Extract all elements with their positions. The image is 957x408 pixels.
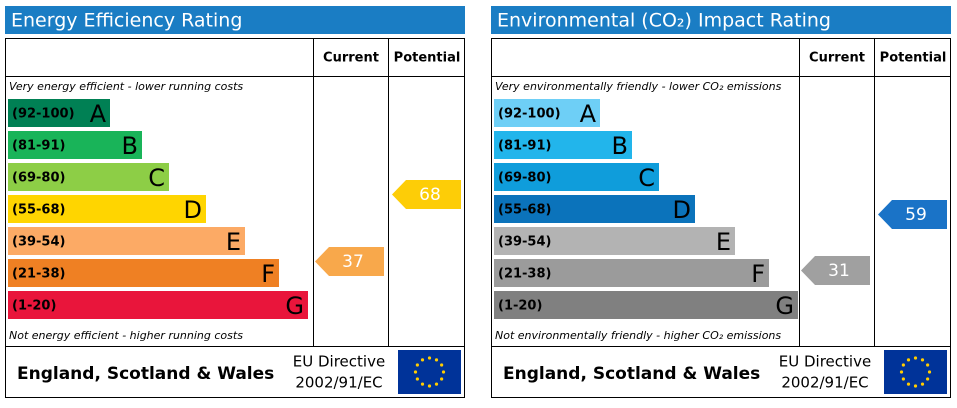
eu-star [434, 382, 439, 386]
eu-star [901, 377, 905, 381]
footer-region: England, Scotland & Wales [17, 364, 274, 384]
band [8, 291, 308, 319]
eu-star [913, 356, 918, 360]
eu-star [441, 370, 446, 374]
band [8, 163, 169, 191]
band-letter: F [261, 260, 275, 288]
band-letter: G [775, 292, 794, 320]
eu-star [420, 358, 425, 362]
title-bar [5, 6, 465, 34]
band-letter: G [285, 292, 304, 320]
rating-value: 37 [342, 252, 364, 272]
band-range: (39-54) [498, 235, 551, 250]
band [494, 99, 600, 127]
footer-directive: EU Directive [293, 353, 385, 371]
frame [5, 38, 465, 398]
column-header: Potential [880, 51, 947, 66]
eu-star [899, 370, 904, 374]
band-range: (92-100) [498, 107, 561, 122]
eu-star [913, 384, 918, 388]
eu-star [420, 382, 425, 386]
band-range: (55-68) [12, 203, 65, 218]
band [8, 227, 245, 255]
band-range: (21-38) [498, 267, 551, 282]
band-letter: C [638, 164, 655, 192]
eu-star [906, 358, 911, 362]
band-letter: E [716, 228, 731, 256]
bottom-note: Not environmentally friendly - higher CO… [495, 329, 781, 342]
rating-value: 31 [828, 261, 850, 281]
band-letter: B [612, 132, 628, 160]
eu-star [926, 363, 930, 367]
band-letter: D [184, 196, 202, 224]
frame [491, 38, 951, 398]
rating-arrow [392, 180, 461, 209]
band [494, 259, 769, 287]
footer-region: England, Scotland & Wales [503, 364, 760, 384]
eu-star [901, 363, 905, 367]
band [494, 163, 659, 191]
eu-star [920, 382, 925, 386]
band-range: (81-91) [12, 139, 65, 154]
eu-star [440, 377, 444, 381]
eu-star [427, 384, 432, 388]
band-letter: C [148, 164, 165, 192]
eu-star [927, 370, 932, 374]
band [8, 259, 279, 287]
band [494, 227, 735, 255]
band-letter: F [751, 260, 765, 288]
footer-directive: 2002/91/EC [781, 374, 868, 392]
band-letter: A [90, 100, 107, 128]
band-range: (1-20) [498, 299, 542, 314]
band-range: (39-54) [12, 235, 65, 250]
eu-star [413, 370, 418, 374]
band-range: (1-20) [12, 299, 56, 314]
column-header: Current [323, 51, 379, 66]
band-range: (69-80) [12, 171, 65, 186]
band [8, 99, 110, 127]
band-range: (81-91) [498, 139, 551, 154]
rating-value: 59 [905, 205, 927, 225]
footer-directive: 2002/91/EC [295, 374, 382, 392]
footer-directive: EU Directive [779, 353, 871, 371]
band-range: (55-68) [498, 203, 551, 218]
bottom-note: Not energy efficient - higher running co… [9, 329, 243, 342]
band-letter: A [580, 100, 597, 128]
band [494, 291, 798, 319]
band [8, 131, 142, 159]
rating-arrow [315, 247, 384, 276]
rating-value: 68 [419, 185, 441, 205]
eu-star [440, 363, 444, 367]
eu-star [415, 377, 419, 381]
band-letter: D [673, 196, 691, 224]
eu-star [920, 358, 925, 362]
column-header: Potential [394, 51, 461, 66]
panel-title: Energy Efficiency Rating [11, 10, 242, 32]
rating-arrow [878, 200, 947, 229]
top-note: Very energy efficient - lower running co… [9, 80, 243, 93]
band [494, 195, 695, 223]
band-range: (92-100) [12, 107, 75, 122]
title-bar [491, 6, 951, 34]
eu-star [434, 358, 439, 362]
band-range: (21-38) [12, 267, 65, 282]
rating-arrow [801, 256, 870, 285]
band-range: (69-80) [498, 171, 551, 186]
eu-star [906, 382, 911, 386]
eu-star [926, 377, 930, 381]
band-letter: E [226, 228, 241, 256]
band [8, 195, 206, 223]
eu-star [415, 363, 419, 367]
eu-star [427, 356, 432, 360]
band-letter: B [122, 132, 138, 160]
panel-title: Environmental (CO₂) Impact Rating [497, 10, 831, 32]
band [494, 131, 632, 159]
column-header: Current [809, 51, 865, 66]
top-note: Very environmentally friendly - lower CO… [495, 80, 782, 93]
